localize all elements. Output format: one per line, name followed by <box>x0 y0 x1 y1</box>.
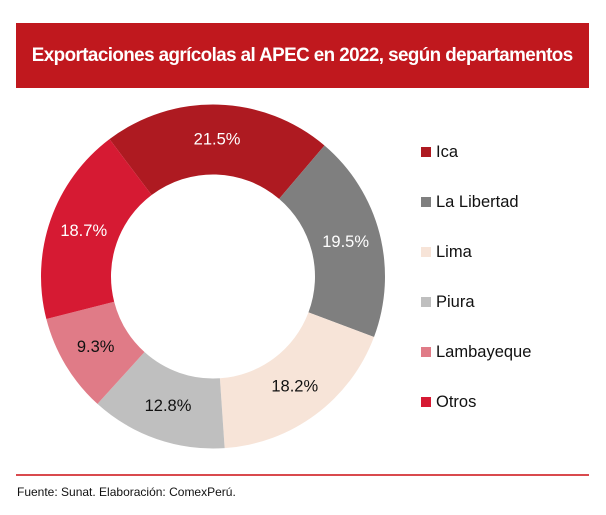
donut-slice-otros <box>40 139 152 320</box>
chart-title: Exportaciones agrícolas al APEC en 2022,… <box>32 44 573 66</box>
legend-swatch <box>421 197 431 207</box>
legend-swatch <box>421 397 431 407</box>
legend-label: Otros <box>436 392 477 411</box>
data-label-la-libertad: 19.5% <box>322 233 369 251</box>
data-label-piura: 12.8% <box>145 397 192 415</box>
legend-item-piura: Piura <box>421 290 475 314</box>
legend-swatch <box>421 297 431 307</box>
donut-slice-lima <box>219 312 375 449</box>
donut-slice-la-libertad <box>279 145 385 338</box>
data-label-lambayeque: 9.3% <box>77 338 115 356</box>
legend-label: La Libertad <box>436 192 519 211</box>
data-label-lima: 18.2% <box>271 377 318 395</box>
legend-label: Ica <box>436 142 459 161</box>
donut-slice-ica <box>109 104 325 199</box>
donut-slice-piura <box>97 352 225 449</box>
legend-item-lima: Lima <box>421 240 472 264</box>
legend-label: Lima <box>436 242 472 261</box>
legend-label: Piura <box>436 292 475 311</box>
legend-label: Lambayeque <box>436 342 532 361</box>
title-bar: Exportaciones agrícolas al APEC en 2022,… <box>16 23 589 88</box>
source-note: Fuente: Sunat. Elaboración: ComexPerú. <box>17 485 236 499</box>
donut-slice-lambayeque <box>46 301 145 404</box>
data-label-ica: 21.5% <box>194 131 241 149</box>
legend-swatch <box>421 247 431 257</box>
donut-data-labels: 21.5% 19.5% 18.2% 12.8% 9.3% 18.7% <box>60 131 369 415</box>
donut-slices <box>40 104 385 449</box>
legend-item-ica: Ica <box>421 140 458 164</box>
donut-chart: 21.5% 19.5% 18.2% 12.8% 9.3% 18.7% <box>40 104 385 449</box>
legend-swatch <box>421 147 431 157</box>
data-label-otros: 18.7% <box>60 222 107 240</box>
footer-divider <box>16 474 589 476</box>
legend-item-lambayeque: Lambayeque <box>421 340 531 364</box>
legend-item-otros: Otros <box>421 390 476 414</box>
legend-swatch <box>421 347 431 357</box>
legend-item-la-libertad: La Libertad <box>421 190 519 214</box>
